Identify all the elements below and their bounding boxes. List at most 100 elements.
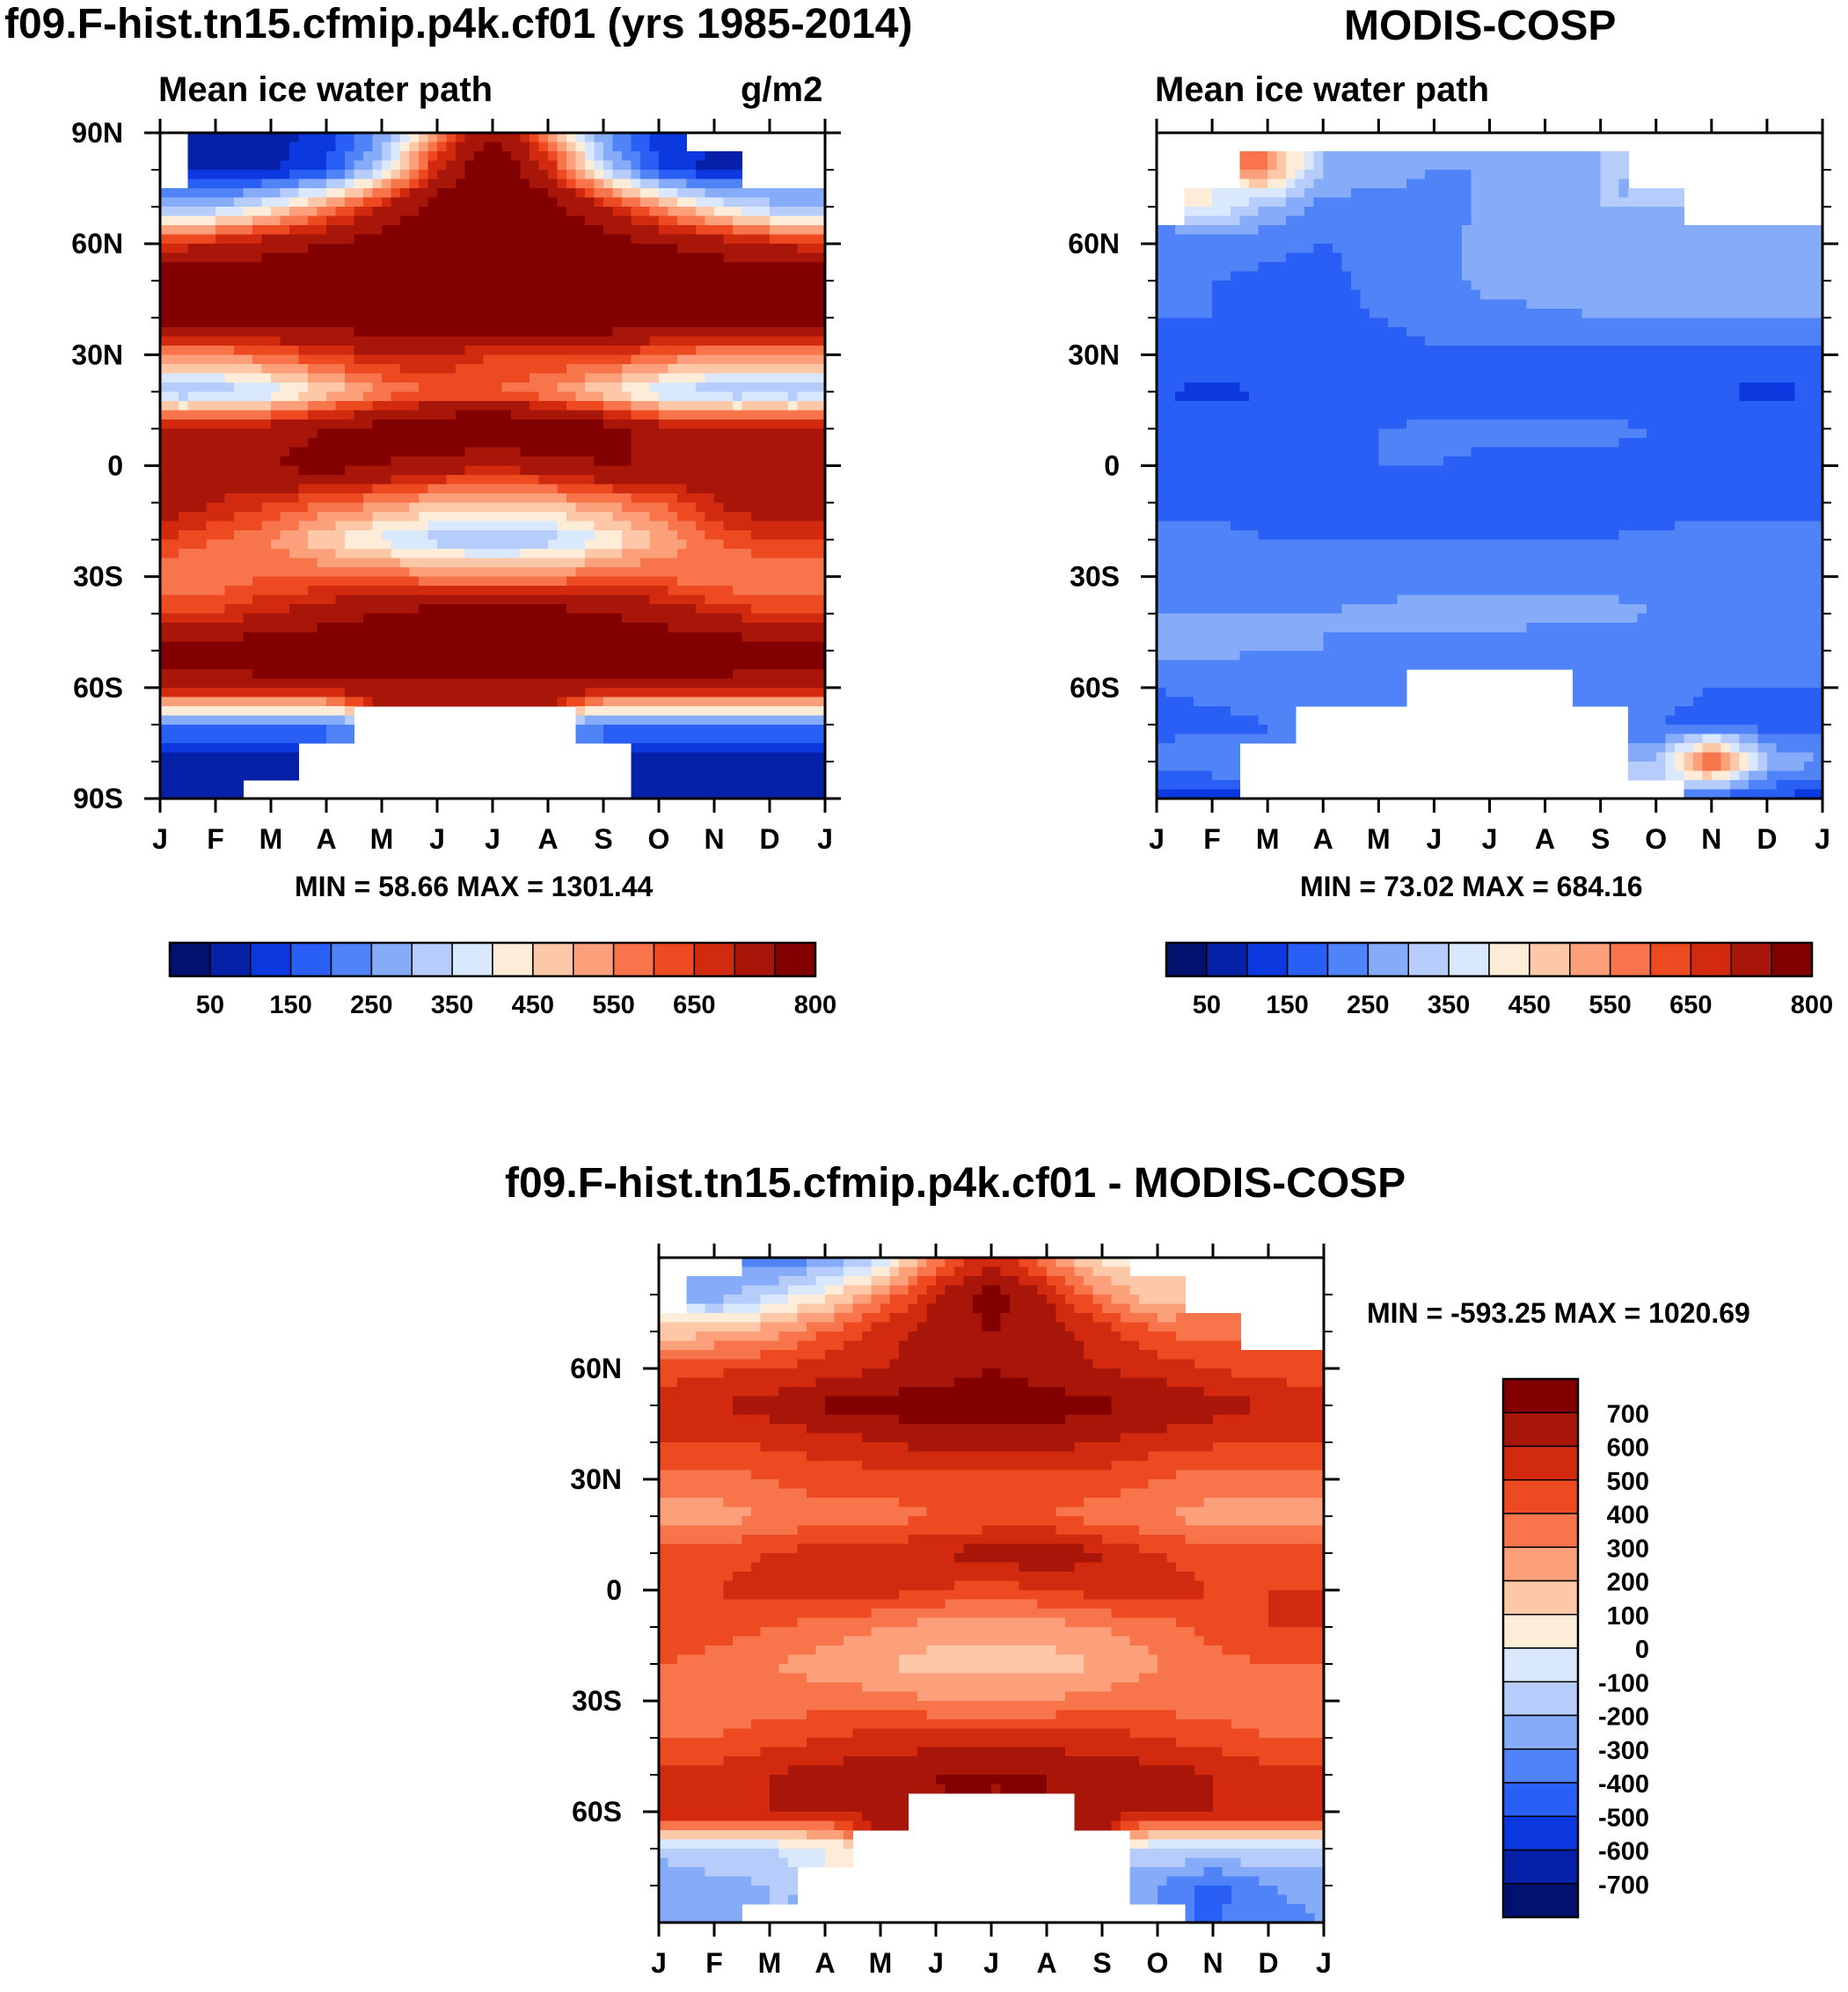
model-cell bbox=[770, 715, 780, 726]
model-cell bbox=[557, 345, 567, 355]
model-cell bbox=[622, 678, 632, 689]
model-cell bbox=[751, 400, 762, 412]
model-cell bbox=[179, 512, 189, 522]
model-cell bbox=[372, 428, 383, 439]
model-cell bbox=[446, 567, 457, 578]
model-cell bbox=[179, 678, 189, 689]
model-cell bbox=[326, 697, 337, 707]
model-cell bbox=[243, 558, 253, 568]
model-cell bbox=[733, 207, 743, 217]
model-cell bbox=[179, 317, 189, 328]
model-cell bbox=[234, 558, 245, 568]
model-cell bbox=[335, 475, 346, 485]
model-cell bbox=[427, 697, 438, 707]
model-cell bbox=[363, 428, 374, 439]
model-cell bbox=[197, 493, 208, 504]
model-cell bbox=[520, 234, 530, 244]
model-cell bbox=[557, 456, 567, 467]
model-cell bbox=[557, 484, 567, 494]
model-cell bbox=[770, 428, 780, 439]
model-cell bbox=[206, 613, 216, 624]
model-cell bbox=[686, 271, 697, 281]
model-cell bbox=[345, 567, 355, 578]
model-cell bbox=[696, 207, 706, 217]
model-cell bbox=[446, 650, 457, 660]
model-cell bbox=[566, 660, 577, 670]
model-cell bbox=[696, 631, 706, 642]
model-cell bbox=[234, 668, 245, 679]
model-cell bbox=[446, 308, 457, 318]
model-cell bbox=[372, 382, 383, 392]
model-cell bbox=[603, 484, 614, 494]
model-cell bbox=[317, 281, 327, 291]
model-cell bbox=[649, 419, 660, 430]
model-colorbar-swatch bbox=[492, 942, 534, 977]
model-cell bbox=[215, 576, 226, 587]
model-cell bbox=[456, 437, 466, 449]
model-cell bbox=[705, 660, 715, 670]
model-cell bbox=[215, 549, 226, 559]
model-cell bbox=[280, 252, 290, 263]
model-cell bbox=[696, 613, 706, 624]
model-cell bbox=[557, 595, 567, 605]
model-cell bbox=[705, 668, 715, 679]
model-cell bbox=[160, 558, 171, 568]
model-cell bbox=[659, 336, 669, 347]
model-cell bbox=[530, 613, 540, 624]
model-cell bbox=[261, 345, 272, 355]
model-cell bbox=[594, 317, 604, 328]
obs-cell bbox=[1479, 160, 1491, 171]
model-cell bbox=[778, 447, 789, 457]
model-cell bbox=[575, 207, 586, 217]
model-cell bbox=[538, 521, 549, 531]
model-cell bbox=[705, 530, 715, 541]
model-cell bbox=[261, 308, 272, 318]
obs-cell bbox=[1508, 151, 1518, 162]
model-cell bbox=[215, 668, 226, 679]
model-cell bbox=[807, 502, 817, 513]
model-cell bbox=[770, 576, 780, 587]
model-cell bbox=[335, 456, 346, 467]
model-cell bbox=[659, 317, 669, 328]
model-cell bbox=[733, 179, 743, 189]
model-cell bbox=[723, 687, 734, 697]
model-cell bbox=[280, 631, 290, 642]
model-cell bbox=[751, 530, 762, 541]
model-cell bbox=[483, 197, 493, 208]
model-cell bbox=[419, 530, 429, 541]
model-cell bbox=[622, 623, 632, 633]
obs-cell bbox=[1406, 160, 1416, 171]
model-cell bbox=[363, 207, 374, 217]
model-cell bbox=[179, 549, 189, 559]
model-cell bbox=[187, 512, 198, 522]
model-cell bbox=[770, 752, 780, 763]
model-cell bbox=[456, 530, 466, 541]
model-cell bbox=[419, 289, 429, 300]
model-cell bbox=[659, 549, 669, 559]
model-cell bbox=[733, 705, 743, 716]
model-cell bbox=[807, 558, 817, 568]
model-cell bbox=[659, 142, 669, 152]
model-cell bbox=[363, 354, 374, 365]
model-cell bbox=[649, 354, 660, 365]
model-cell bbox=[169, 521, 179, 531]
model-cell bbox=[603, 151, 614, 162]
model-cell bbox=[668, 456, 678, 467]
model-cell bbox=[391, 391, 401, 402]
model-cell bbox=[169, 336, 179, 347]
model-cell bbox=[280, 299, 290, 310]
model-cell bbox=[206, 770, 216, 781]
model-cell bbox=[206, 502, 216, 513]
model-cell bbox=[215, 317, 226, 328]
model-cell bbox=[187, 373, 198, 383]
model-cell bbox=[179, 697, 189, 707]
model-cell bbox=[261, 363, 272, 374]
model-cell bbox=[179, 521, 189, 531]
model-cell bbox=[456, 281, 466, 291]
model-cell bbox=[483, 373, 493, 383]
model-cell bbox=[372, 604, 383, 615]
model-cell bbox=[612, 400, 623, 412]
model-cell bbox=[224, 373, 235, 383]
model-cell bbox=[464, 586, 475, 596]
model-cell bbox=[778, 336, 789, 347]
